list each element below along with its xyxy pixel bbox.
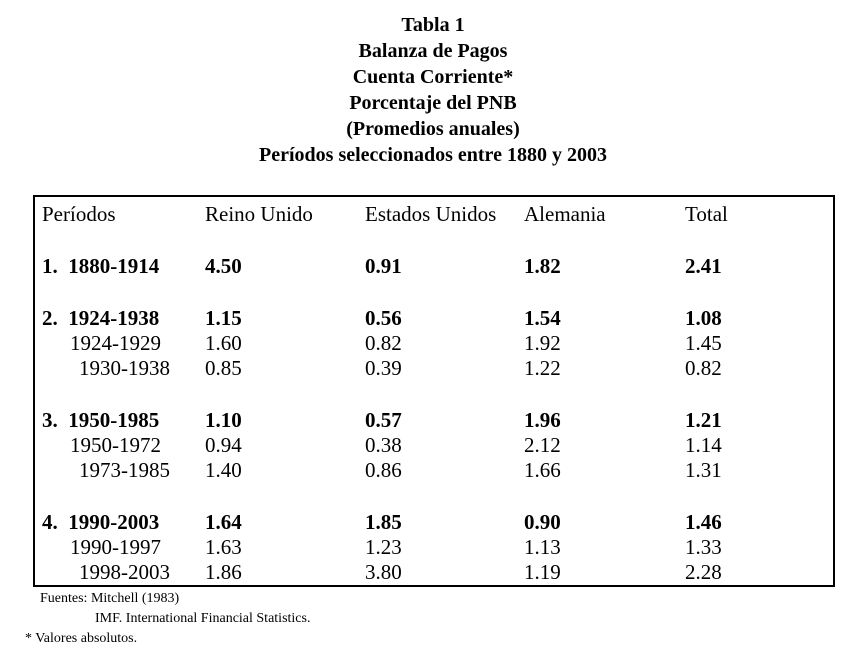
value-estados-unidos: 1.85	[365, 510, 402, 534]
value-estados-unidos: 0.39	[365, 356, 402, 380]
value-alemania: 1.66	[524, 458, 561, 482]
value-reino-unido: 1.60	[205, 331, 242, 355]
period-label: 4. 1990-2003	[42, 510, 160, 534]
title-line-unit: Porcentaje del PNB	[349, 92, 517, 114]
value-reino-unido: 1.63	[205, 535, 242, 559]
col-header-total: Total	[685, 202, 728, 226]
table-row: 1930-1938 0.85 0.39 1.22 0.82	[42, 356, 833, 381]
value-reino-unido: 1.64	[205, 510, 242, 534]
value-total: 2.41	[685, 254, 722, 278]
title-line-periods: Períodos seleccionados entre 1880 y 2003	[259, 144, 607, 166]
value-reino-unido: 4.50	[205, 254, 242, 278]
value-reino-unido: 1.15	[205, 306, 242, 330]
value-total: 1.14	[685, 433, 722, 457]
value-alemania: 1.92	[524, 331, 561, 355]
value-alemania: 2.12	[524, 433, 561, 457]
col-header-periodos: Períodos	[42, 202, 116, 226]
period-label: 2. 1924-1938	[42, 306, 160, 330]
value-total: 1.33	[685, 535, 722, 559]
value-alemania: 1.13	[524, 535, 561, 559]
footnote-asterisk: * Valores absolutos.	[25, 631, 138, 646]
footnote-source-imf: IMF. International Financial Statistics.	[95, 611, 311, 626]
title-line-table-number: Tabla 1	[401, 14, 465, 36]
value-alemania: 1.96	[524, 408, 561, 432]
table-row: 3. 1950-1985 1.10 0.57 1.96 1.21	[42, 408, 833, 433]
value-total: 1.31	[685, 458, 722, 482]
value-reino-unido: 0.94	[205, 433, 242, 457]
table-row: 1. 1880-1914 4.50 0.91 1.82 2.41	[42, 254, 833, 279]
table-row: 4. 1990-2003 1.64 1.85 0.90 1.46	[42, 510, 833, 535]
value-estados-unidos: 3.80	[365, 560, 402, 584]
col-header-reino-unido: Reino Unido	[205, 202, 313, 226]
table-row: 2. 1924-1938 1.15 0.56 1.54 1.08	[42, 306, 833, 331]
period-label: 1. 1880-1914	[42, 254, 160, 278]
value-alemania: 0.90	[524, 510, 561, 534]
value-estados-unidos: 0.38	[365, 433, 402, 457]
value-alemania: 1.19	[524, 560, 561, 584]
value-total: 2.28	[685, 560, 722, 584]
value-estados-unidos: 0.57	[365, 408, 402, 432]
value-estados-unidos: 0.91	[365, 254, 402, 278]
value-reino-unido: 0.85	[205, 356, 242, 380]
data-table: Períodos Reino Unido Estados Unidos Alem…	[33, 195, 835, 587]
table-title-block: Tabla 1 Balanza de Pagos Cuenta Corrient…	[0, 12, 866, 168]
value-reino-unido: 1.86	[205, 560, 242, 584]
value-reino-unido: 1.10	[205, 408, 242, 432]
period-label: 1998-2003	[79, 560, 170, 584]
value-estados-unidos: 0.86	[365, 458, 402, 482]
period-label: 1930-1938	[79, 356, 170, 380]
col-header-estados-unidos: Estados Unidos	[365, 202, 497, 226]
period-label: 1990-1997	[70, 535, 161, 559]
value-alemania: 1.22	[524, 356, 561, 380]
period-label: 1973-1985	[79, 458, 170, 482]
value-reino-unido: 1.40	[205, 458, 242, 482]
col-header-alemania: Alemania	[524, 202, 606, 226]
value-total: 1.46	[685, 510, 722, 534]
table-row: 1924-1929 1.60 0.82 1.92 1.45	[42, 331, 833, 356]
period-label: 1924-1929	[70, 331, 161, 355]
value-total: 0.82	[685, 356, 722, 380]
period-label: 1950-1972	[70, 433, 161, 457]
title-line-subject: Balanza de Pagos	[358, 40, 508, 62]
title-line-account: Cuenta Corriente*	[352, 66, 514, 88]
table-row: 1950-1972 0.94 0.38 2.12 1.14	[42, 433, 833, 458]
table-row: 1990-1997 1.63 1.23 1.13 1.33	[42, 535, 833, 560]
value-total: 1.21	[685, 408, 722, 432]
period-label: 3. 1950-1985	[42, 408, 160, 432]
table-row: 1998-2003 1.86 3.80 1.19 2.28	[42, 560, 833, 585]
footnotes-block: Fuentes: Mitchell (1983) IMF. Internatio…	[25, 589, 310, 649]
title-line-averages: (Promedios anuales)	[346, 118, 520, 140]
table-header-row: Períodos Reino Unido Estados Unidos Alem…	[42, 202, 833, 227]
value-estados-unidos: 0.56	[365, 306, 402, 330]
footnote-sources: Fuentes: Mitchell (1983)	[40, 591, 180, 606]
value-alemania: 1.82	[524, 254, 561, 278]
value-total: 1.08	[685, 306, 722, 330]
value-alemania: 1.54	[524, 306, 561, 330]
value-estados-unidos: 0.82	[365, 331, 402, 355]
value-estados-unidos: 1.23	[365, 535, 402, 559]
value-total: 1.45	[685, 331, 722, 355]
table-row: 1973-1985 1.40 0.86 1.66 1.31	[42, 458, 833, 483]
